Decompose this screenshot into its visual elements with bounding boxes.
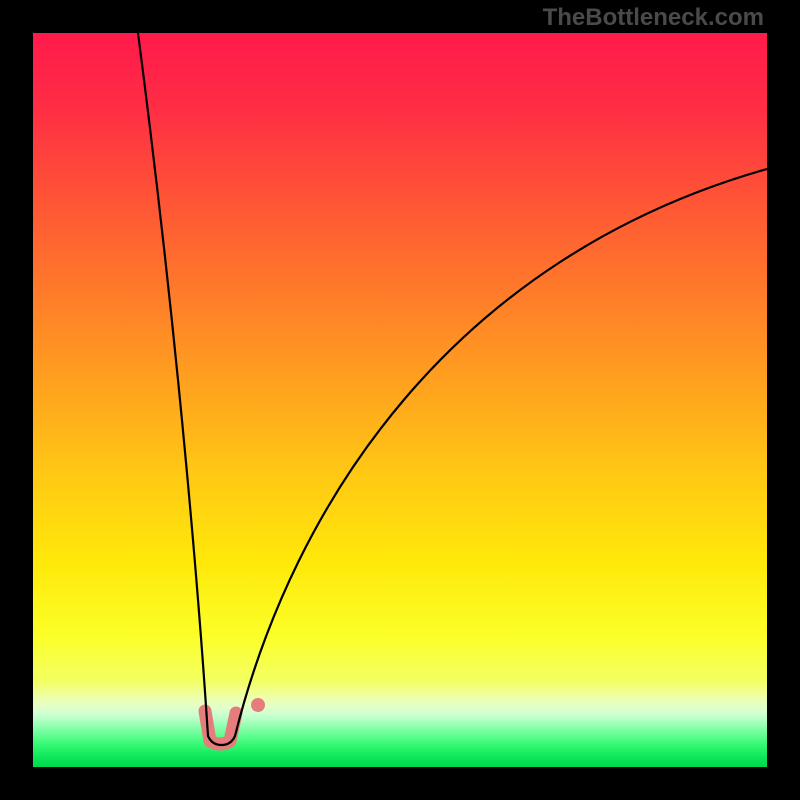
chart-stage: TheBottleneck.com [0,0,800,800]
plot-area [33,33,767,767]
frame-border-bottom [0,767,800,800]
watermark-text: TheBottleneck.com [543,4,764,32]
bottleneck-curves-layer [33,33,767,767]
frame-border-left [0,0,33,800]
frame-border-right [767,0,800,800]
bottleneck-curve [138,33,767,745]
optimal-marker-dot [251,698,265,712]
